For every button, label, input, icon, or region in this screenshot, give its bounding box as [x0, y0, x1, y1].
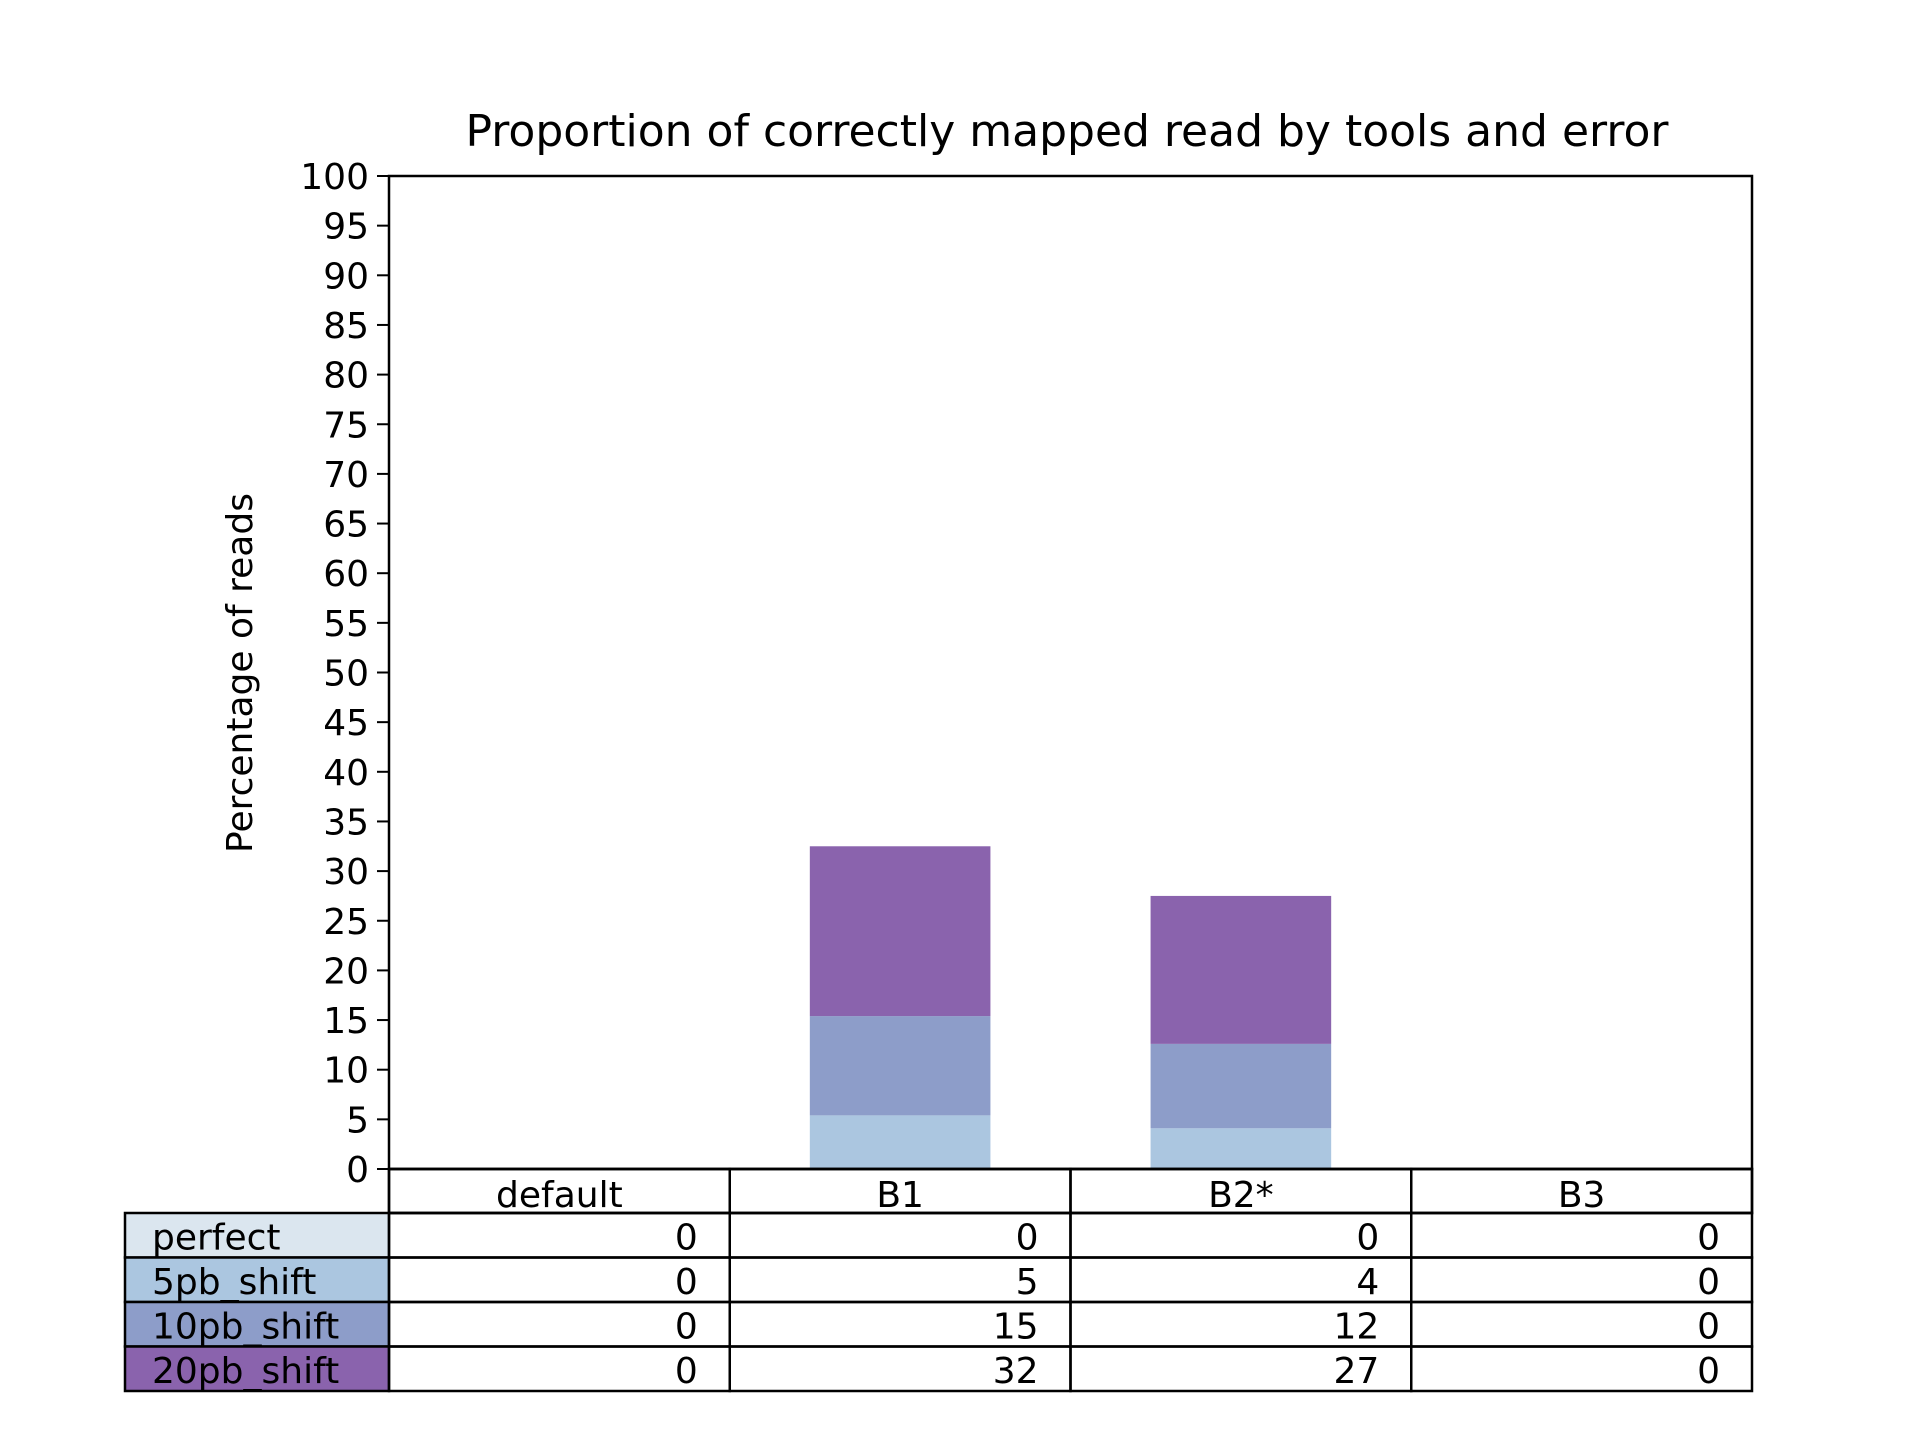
- plot-frame: [387, 174, 1754, 1171]
- data-label: 0: [675, 1351, 698, 1392]
- data-label: 27: [1333, 1351, 1379, 1392]
- y-tick-label: 10: [323, 1051, 369, 1092]
- x-tick-label: B1: [876, 1175, 924, 1216]
- x-tick-label: B2*: [1208, 1175, 1274, 1216]
- bar-segment: [809, 1016, 991, 1116]
- y-axis: 0 5 10 15 20 25 30 35 40 45 50 55 60 65 70 75 80 85 90 95 10…: [300, 157, 389, 1191]
- y-tick-label: 80: [323, 356, 369, 397]
- bars-layer: [809, 846, 1332, 1169]
- y-tick-label: 65: [323, 505, 369, 546]
- data-label: 0: [1697, 1351, 1720, 1392]
- y-tick-label: 0: [346, 1150, 369, 1191]
- y-axis-label: Percentage of reads: [220, 493, 261, 853]
- y-tick-label: 70: [323, 455, 369, 496]
- y-tick-label: 15: [323, 1001, 369, 1042]
- data-label: 4: [1356, 1262, 1379, 1303]
- legend-label: perfect: [152, 1218, 281, 1259]
- bar-segment: [1150, 895, 1332, 1044]
- y-tick-label: 40: [323, 753, 369, 794]
- bar-segment: [1150, 1043, 1332, 1129]
- data-label: 12: [1333, 1307, 1379, 1348]
- data-label: 0: [675, 1262, 698, 1303]
- data-label: 0: [1356, 1218, 1379, 1259]
- y-tick-label: 50: [323, 654, 369, 695]
- y-tick-label: 95: [323, 207, 369, 248]
- legend-label: 10pb_shift: [152, 1307, 339, 1348]
- y-tick-label: 60: [323, 554, 369, 595]
- legend-label: 20pb_shift: [152, 1351, 339, 1392]
- data-label: 0: [675, 1307, 698, 1348]
- bar-segment: [1150, 1128, 1332, 1169]
- y-tick-label: 100: [300, 157, 369, 198]
- data-label: 0: [1697, 1262, 1720, 1303]
- bar-segment: [809, 846, 991, 1017]
- data-label: 15: [993, 1307, 1039, 1348]
- legend-swatch: [123, 1211, 391, 1259]
- data-label: 32: [993, 1351, 1039, 1392]
- y-tick-label: 45: [323, 703, 369, 744]
- data-label: 0: [1016, 1218, 1039, 1259]
- x-tick-label: B3: [1558, 1175, 1606, 1216]
- data-label: 0: [1697, 1218, 1720, 1259]
- y-tick-label: 5: [346, 1100, 369, 1141]
- y-tick-label: 30: [323, 852, 369, 893]
- y-tick-label: 35: [323, 802, 369, 843]
- bar-segment: [809, 1115, 991, 1169]
- data-label: 0: [675, 1218, 698, 1259]
- chart-title: Proportion of correctly mapped read by t…: [466, 106, 1670, 157]
- y-tick-label: 85: [323, 306, 369, 347]
- x-tick-label: default: [496, 1175, 623, 1216]
- y-tick-label: 75: [323, 405, 369, 446]
- data-label: 0: [1697, 1307, 1720, 1348]
- table-cell: [1410, 1345, 1754, 1393]
- y-tick-label: 90: [323, 256, 369, 297]
- y-tick-label: 55: [323, 604, 369, 645]
- y-tick-label: 20: [323, 951, 369, 992]
- data-label: 5: [1016, 1262, 1039, 1303]
- y-tick-label: 25: [323, 902, 369, 943]
- legend-label: 5pb_shift: [152, 1262, 316, 1303]
